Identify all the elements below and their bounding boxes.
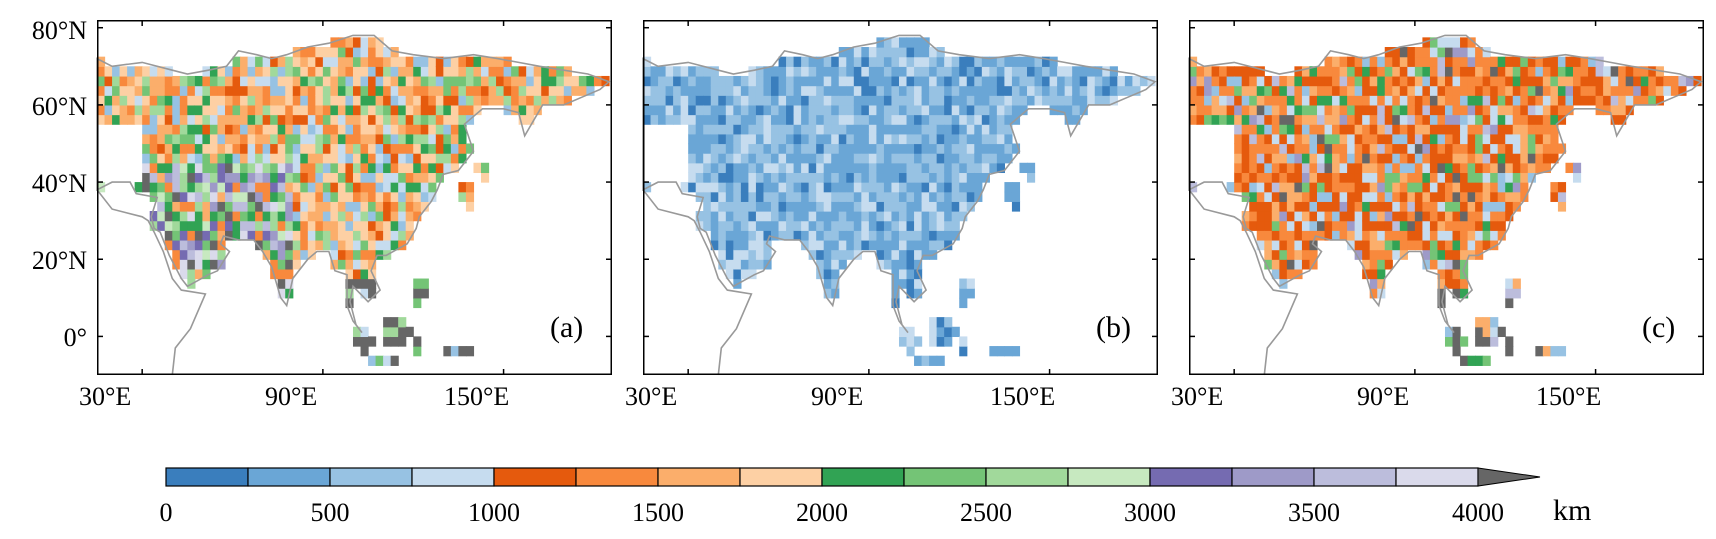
- colorbar-bin-3750-4000: [1395, 467, 1479, 487]
- lon-tick-b-90e: 90°E: [811, 382, 864, 411]
- colorbar-bin-2250-2500: [903, 467, 987, 487]
- lon-tick-c-150e: 150°E: [1536, 382, 1602, 411]
- colorbar-bin-250-500: [247, 467, 331, 487]
- colorbar-bin-2000-2250: [821, 467, 905, 487]
- cbar-tick-3000: 3000: [1124, 498, 1176, 527]
- colorbar-bin-1500-1750: [657, 467, 741, 487]
- colorbar-bin-2500-2750: [985, 467, 1069, 487]
- colorbar-unit: km: [1553, 494, 1592, 527]
- colorbar-bin-1750-2000: [739, 467, 823, 487]
- map-panel-c: (c): [1188, 20, 1704, 376]
- cbar-tick-1000: 1000: [468, 498, 520, 527]
- colorbar: [165, 467, 1541, 487]
- lat-tick-60n: 60°N: [31, 92, 87, 121]
- cbar-tick-500: 500: [310, 498, 350, 527]
- africa-coastline: [1188, 189, 1299, 376]
- colorbar-bin-500-750: [329, 467, 413, 487]
- colorbar-bin-2750-3000: [1067, 467, 1151, 487]
- lon-tick-a-30e: 30°E: [79, 382, 132, 411]
- lon-tick-b-150e: 150°E: [990, 382, 1056, 411]
- panel-label-b: (b): [1096, 311, 1131, 344]
- colorbar-bin-3250-3500: [1231, 467, 1315, 487]
- africa-coastline: [642, 189, 753, 376]
- lat-tick-0: 0°: [63, 323, 87, 352]
- colorbar-bin-1000-1250: [493, 467, 577, 487]
- lon-tick-b-30e: 30°E: [625, 382, 678, 411]
- coastline: [642, 34, 1157, 334]
- colorbar-bin-3000-3250: [1149, 467, 1233, 487]
- cbar-tick-4000: 4000: [1452, 498, 1504, 527]
- coastline: [1188, 34, 1703, 334]
- map-frame: [1189, 20, 1704, 375]
- map-b: [642, 20, 1158, 376]
- lon-tick-c-30e: 30°E: [1171, 382, 1224, 411]
- cbar-tick-2500: 2500: [960, 498, 1012, 527]
- map-frame: [97, 20, 612, 375]
- lon-tick-a-90e: 90°E: [265, 382, 318, 411]
- cbar-tick-0: 0: [159, 498, 173, 527]
- panel-label-c: (c): [1642, 311, 1676, 344]
- map-frame: [643, 20, 1158, 375]
- cbar-tick-3500: 3500: [1288, 498, 1340, 527]
- lon-tick-a-150e: 150°E: [444, 382, 510, 411]
- cbar-tick-2000: 2000: [796, 498, 848, 527]
- map-panel-b: (b): [642, 20, 1158, 376]
- lat-tick-20n: 20°N: [31, 246, 87, 275]
- africa-coastline: [96, 189, 207, 376]
- cbar-tick-1500: 1500: [632, 498, 684, 527]
- map-a: [96, 20, 612, 376]
- lon-tick-c-90e: 90°E: [1357, 382, 1410, 411]
- map-c: [1188, 20, 1704, 376]
- colorbar-bin-0-250: [165, 467, 249, 487]
- colorbar-bin-1250-1500: [575, 467, 659, 487]
- panel-label-a: (a): [550, 311, 584, 344]
- colorbar-bin-3500-3750: [1313, 467, 1397, 487]
- colorbar-extend-arrow: [1477, 467, 1541, 487]
- lat-tick-80n: 80°N: [31, 16, 87, 45]
- map-panel-a: (a): [96, 20, 612, 376]
- colorbar-bin-750-1000: [411, 467, 495, 487]
- lat-tick-40n: 40°N: [31, 169, 87, 198]
- coastline: [96, 34, 611, 334]
